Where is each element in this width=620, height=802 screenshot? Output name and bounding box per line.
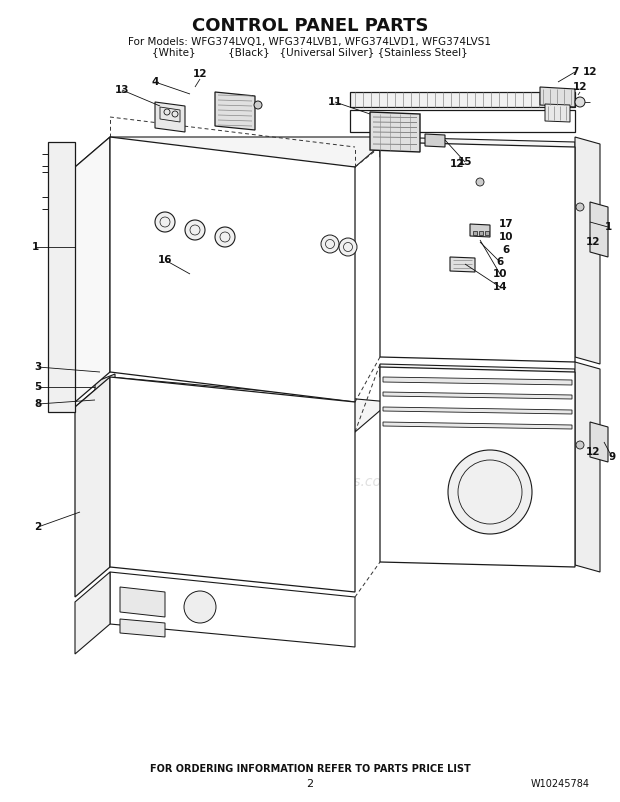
Text: 9: 9	[608, 452, 616, 462]
Circle shape	[215, 227, 235, 247]
Text: 6: 6	[502, 245, 510, 255]
Polygon shape	[75, 377, 390, 432]
Polygon shape	[75, 137, 110, 402]
Circle shape	[321, 235, 339, 253]
Circle shape	[448, 450, 532, 534]
Text: 4: 4	[151, 77, 159, 87]
Polygon shape	[380, 364, 575, 382]
Polygon shape	[245, 215, 315, 249]
Text: CONTROL PANEL PARTS: CONTROL PANEL PARTS	[192, 17, 428, 35]
Text: For Models: WFG374LVQ1, WFG374LVB1, WFG374LVD1, WFG374LVS1: For Models: WFG374LVQ1, WFG374LVB1, WFG3…	[128, 37, 492, 47]
Circle shape	[576, 441, 584, 449]
Polygon shape	[380, 137, 575, 162]
Polygon shape	[383, 392, 572, 399]
Polygon shape	[575, 362, 600, 572]
Text: 14: 14	[493, 282, 507, 292]
Polygon shape	[383, 422, 572, 429]
Polygon shape	[110, 572, 355, 647]
Polygon shape	[75, 572, 110, 654]
Polygon shape	[110, 377, 355, 592]
Polygon shape	[370, 112, 420, 152]
Circle shape	[155, 212, 175, 232]
Polygon shape	[590, 422, 608, 462]
Circle shape	[185, 220, 205, 240]
Text: {White}          {Black}   {Universal Silver} {Stainless Steel}: {White} {Black} {Universal Silver} {Stai…	[152, 47, 468, 57]
Circle shape	[339, 238, 357, 256]
Polygon shape	[450, 257, 475, 272]
Polygon shape	[155, 102, 185, 132]
Polygon shape	[470, 224, 490, 237]
Text: 12: 12	[586, 447, 600, 457]
Text: 12: 12	[573, 82, 587, 92]
Text: 7: 7	[571, 67, 578, 77]
Polygon shape	[120, 619, 165, 637]
Polygon shape	[380, 367, 575, 567]
Text: 2: 2	[34, 522, 42, 532]
Bar	[485, 231, 489, 235]
Text: 1: 1	[604, 222, 611, 232]
Text: 12: 12	[450, 159, 464, 169]
Text: 3: 3	[34, 362, 42, 372]
Text: 12: 12	[583, 67, 597, 77]
Text: eReplacementParts.com: eReplacementParts.com	[225, 475, 395, 489]
Text: W10245784: W10245784	[531, 779, 590, 789]
Polygon shape	[350, 110, 575, 132]
Text: 16: 16	[157, 255, 172, 265]
Text: 5: 5	[34, 382, 42, 392]
Circle shape	[254, 101, 262, 109]
Circle shape	[575, 97, 585, 107]
Text: 10: 10	[493, 269, 507, 279]
Polygon shape	[350, 92, 575, 107]
Text: 12: 12	[193, 69, 207, 79]
Bar	[473, 231, 477, 235]
Polygon shape	[590, 202, 608, 257]
Circle shape	[184, 591, 216, 623]
Text: 10: 10	[498, 232, 513, 242]
Text: 13: 13	[115, 85, 129, 95]
Text: 2: 2	[306, 779, 314, 789]
Text: 17: 17	[498, 219, 513, 229]
Polygon shape	[383, 407, 572, 414]
Polygon shape	[540, 87, 575, 107]
Polygon shape	[110, 137, 355, 402]
Text: 15: 15	[458, 157, 472, 167]
Polygon shape	[75, 137, 390, 167]
Polygon shape	[215, 92, 255, 130]
Circle shape	[476, 178, 484, 186]
Text: 1: 1	[32, 242, 38, 252]
Text: 12: 12	[586, 237, 600, 247]
Polygon shape	[75, 377, 110, 597]
Polygon shape	[545, 104, 570, 122]
Text: 8: 8	[34, 399, 42, 409]
Polygon shape	[95, 374, 115, 430]
Polygon shape	[48, 142, 75, 412]
Circle shape	[576, 203, 584, 211]
Polygon shape	[380, 142, 575, 362]
Text: 6: 6	[497, 257, 503, 267]
Polygon shape	[575, 137, 600, 364]
Polygon shape	[120, 587, 165, 617]
Bar	[479, 231, 483, 235]
Text: 11: 11	[328, 97, 342, 107]
Polygon shape	[425, 134, 445, 147]
Text: FOR ORDERING INFORMATION REFER TO PARTS PRICE LIST: FOR ORDERING INFORMATION REFER TO PARTS …	[149, 764, 471, 774]
Polygon shape	[383, 377, 572, 385]
